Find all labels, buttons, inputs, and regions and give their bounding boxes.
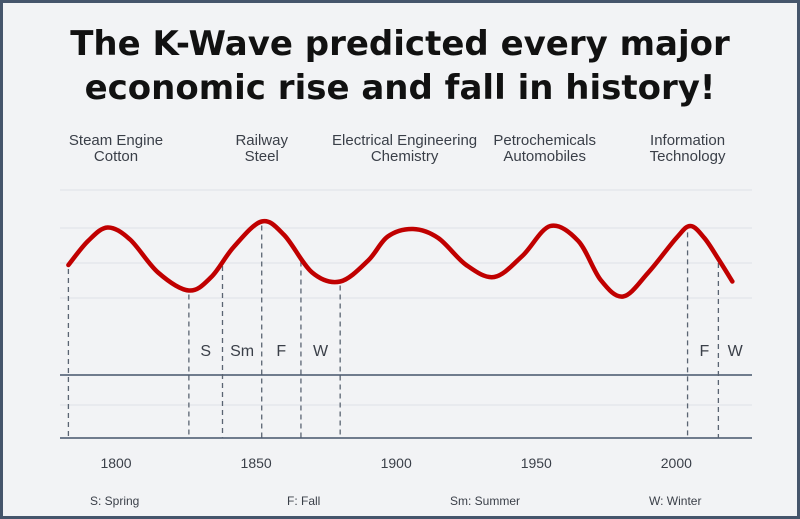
wave-label-2-line-0: Electrical Engineering bbox=[332, 132, 477, 149]
x-tick-label-2: 1900 bbox=[381, 455, 412, 471]
title-line-2: economic rise and fall in history! bbox=[84, 68, 716, 108]
phase-label-0: S bbox=[200, 343, 211, 360]
title-line-1: The K-Wave predicted every major bbox=[70, 24, 730, 64]
wave-label-0-line-1: Cotton bbox=[94, 148, 138, 165]
x-tick-label-1: 1850 bbox=[241, 455, 272, 471]
x-tick-label-0: 1800 bbox=[100, 455, 131, 471]
wave-label-3-line-1: Automobiles bbox=[503, 148, 586, 165]
wave-label-4-line-0: Information bbox=[650, 132, 725, 149]
wave-label-1-line-0: Railway bbox=[235, 132, 288, 149]
x-tick-label-4: 2000 bbox=[661, 455, 692, 471]
phase-label-2: F bbox=[276, 343, 286, 360]
phase-label-4: F bbox=[699, 343, 709, 360]
wave-label-1-line-1: Steel bbox=[245, 148, 279, 165]
phase-label-1: Sm bbox=[230, 343, 254, 360]
wave-label-3-line-0: Petrochemicals bbox=[493, 132, 596, 149]
wave-label-0-line-0: Steam Engine bbox=[69, 132, 163, 149]
phase-label-3: W bbox=[313, 343, 329, 360]
x-tick-label-3: 1950 bbox=[521, 455, 552, 471]
wave-label-4-line-1: Technology bbox=[650, 148, 726, 165]
k-wave-line bbox=[66, 218, 735, 299]
chart-title: The K-Wave predicted every major economi… bbox=[0, 22, 800, 110]
wave-label-2-line-1: Chemistry bbox=[371, 148, 439, 165]
phase-label-5: W bbox=[728, 343, 744, 360]
